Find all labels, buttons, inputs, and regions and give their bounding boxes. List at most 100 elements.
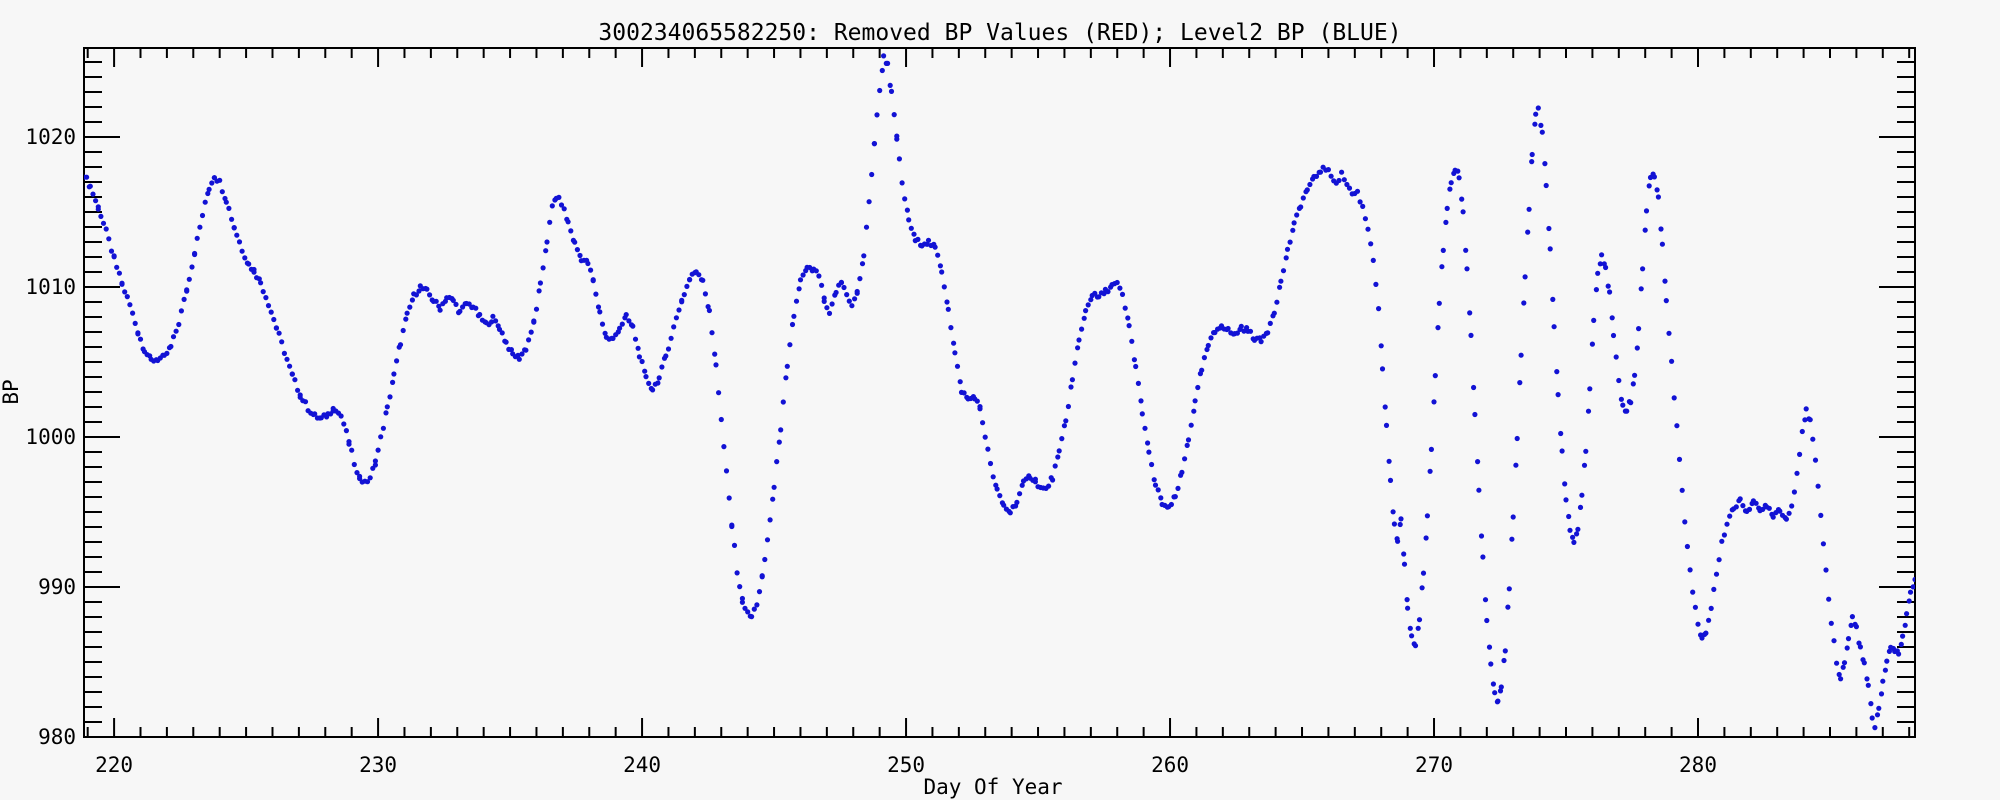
data-point (263, 295, 269, 301)
data-point (1346, 185, 1353, 191)
data-point (1607, 289, 1613, 295)
data-point (1341, 177, 1347, 183)
data-point (1823, 567, 1829, 573)
data-point (1234, 330, 1240, 336)
data-point (533, 306, 540, 312)
data-point (391, 371, 397, 377)
data-point (990, 474, 996, 480)
data-point (1152, 482, 1159, 488)
data-point (1360, 203, 1366, 209)
data-point (904, 207, 911, 213)
data-point (184, 287, 190, 293)
data-point (170, 334, 177, 340)
data-point (891, 112, 897, 118)
data-point (1868, 701, 1874, 707)
data-point (1538, 122, 1544, 128)
data-point (636, 354, 643, 360)
data-point (93, 198, 99, 204)
data-point (716, 390, 722, 396)
data-point (103, 226, 109, 232)
data-point (829, 301, 835, 307)
data-point (1133, 363, 1139, 370)
data-point (1373, 281, 1379, 287)
data-point (684, 283, 690, 289)
data-point (994, 486, 1000, 492)
data-point (1290, 227, 1296, 233)
data-point (1692, 604, 1698, 610)
data-point (824, 305, 830, 311)
data-point (1838, 676, 1844, 682)
data-point (403, 316, 409, 322)
data-point (515, 352, 521, 358)
data-point (508, 347, 514, 353)
data-point (987, 460, 994, 467)
level2-bp-scatter-series (84, 53, 1915, 731)
data-point (1861, 660, 1867, 666)
data-point (372, 462, 378, 468)
data-point (1853, 624, 1859, 630)
data-point (1205, 342, 1211, 349)
data-point (217, 177, 223, 183)
data-point (387, 394, 393, 400)
data-point (493, 318, 499, 324)
data-point (1687, 567, 1693, 573)
data-point (1354, 188, 1361, 194)
data-point (378, 434, 384, 440)
data-point (659, 364, 665, 370)
data-point (1362, 216, 1368, 222)
data-point (1155, 487, 1161, 493)
data-point (276, 330, 282, 336)
data-point (857, 276, 863, 282)
data-point (908, 225, 914, 231)
data-point (1595, 270, 1601, 276)
data-point (1535, 105, 1541, 111)
data-point (1789, 503, 1795, 509)
data-point (1810, 436, 1816, 442)
data-point (1812, 457, 1819, 463)
data-point (1225, 325, 1231, 332)
data-point (1117, 285, 1123, 291)
data-point (1760, 506, 1766, 512)
data-point (1280, 268, 1287, 274)
axis-ticks (84, 48, 1915, 738)
data-point (1192, 398, 1198, 404)
data-point (1188, 422, 1194, 428)
data-point (961, 390, 967, 396)
data-point (1640, 266, 1646, 272)
data-point (945, 306, 951, 312)
data-point (1563, 497, 1569, 503)
data-point (1472, 411, 1478, 418)
data-point (260, 289, 266, 295)
data-point (528, 329, 534, 335)
data-point (87, 183, 93, 189)
data-point (292, 377, 298, 383)
data-point (1182, 456, 1188, 462)
data-point (1501, 657, 1507, 664)
data-point (1609, 315, 1615, 321)
data-point (813, 268, 819, 274)
data-point (1521, 300, 1527, 306)
data-point (372, 458, 378, 464)
data-point (1896, 651, 1902, 657)
data-point (1412, 643, 1419, 649)
data-point (1119, 291, 1126, 297)
data-point (1447, 186, 1453, 192)
data-point (1291, 220, 1297, 226)
data-point (784, 363, 790, 369)
data-point (1344, 181, 1350, 188)
data-point (287, 363, 293, 369)
data-point (223, 199, 229, 205)
y-tick-label: 980 (38, 725, 76, 749)
data-point (375, 447, 381, 453)
data-point (1460, 209, 1466, 215)
data-point (877, 87, 883, 94)
data-point (800, 272, 806, 278)
data-point (1624, 408, 1630, 414)
data-point (124, 294, 130, 300)
data-point (1455, 168, 1461, 174)
data-point (1428, 446, 1434, 452)
data-point (496, 326, 503, 332)
data-point (783, 375, 789, 381)
data-point (742, 605, 748, 611)
